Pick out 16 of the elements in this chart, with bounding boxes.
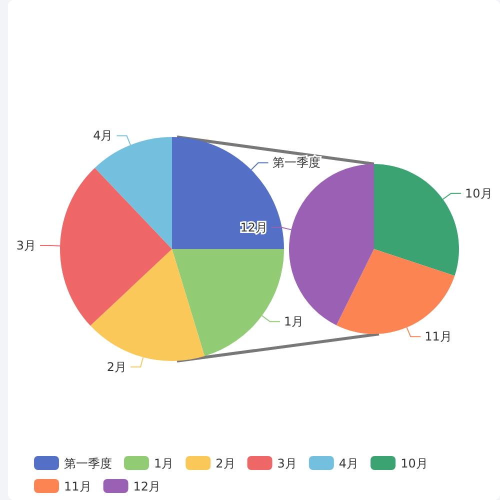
legend-label: 3月 xyxy=(277,456,297,470)
legend-label: 第一季度 xyxy=(64,456,112,470)
legend-label: 2月 xyxy=(216,456,236,470)
legend-label: 1月 xyxy=(154,456,174,470)
slice-label: 10月 xyxy=(465,186,492,200)
slice-label: 1月 xyxy=(284,314,304,329)
legend-label: 4月 xyxy=(338,456,359,470)
legend-label: 12月 xyxy=(133,480,161,494)
legend-label: 11月 xyxy=(64,480,92,494)
legend-label: 10月 xyxy=(400,456,428,470)
slice-label: 12月 xyxy=(240,220,268,234)
slice-label: 2月 xyxy=(106,360,127,374)
slice-label: 第一季度 xyxy=(272,156,320,170)
slice-label: 11月 xyxy=(424,330,452,344)
slice-label: 3月 xyxy=(16,238,36,253)
slice-label: 4月 xyxy=(93,128,113,143)
